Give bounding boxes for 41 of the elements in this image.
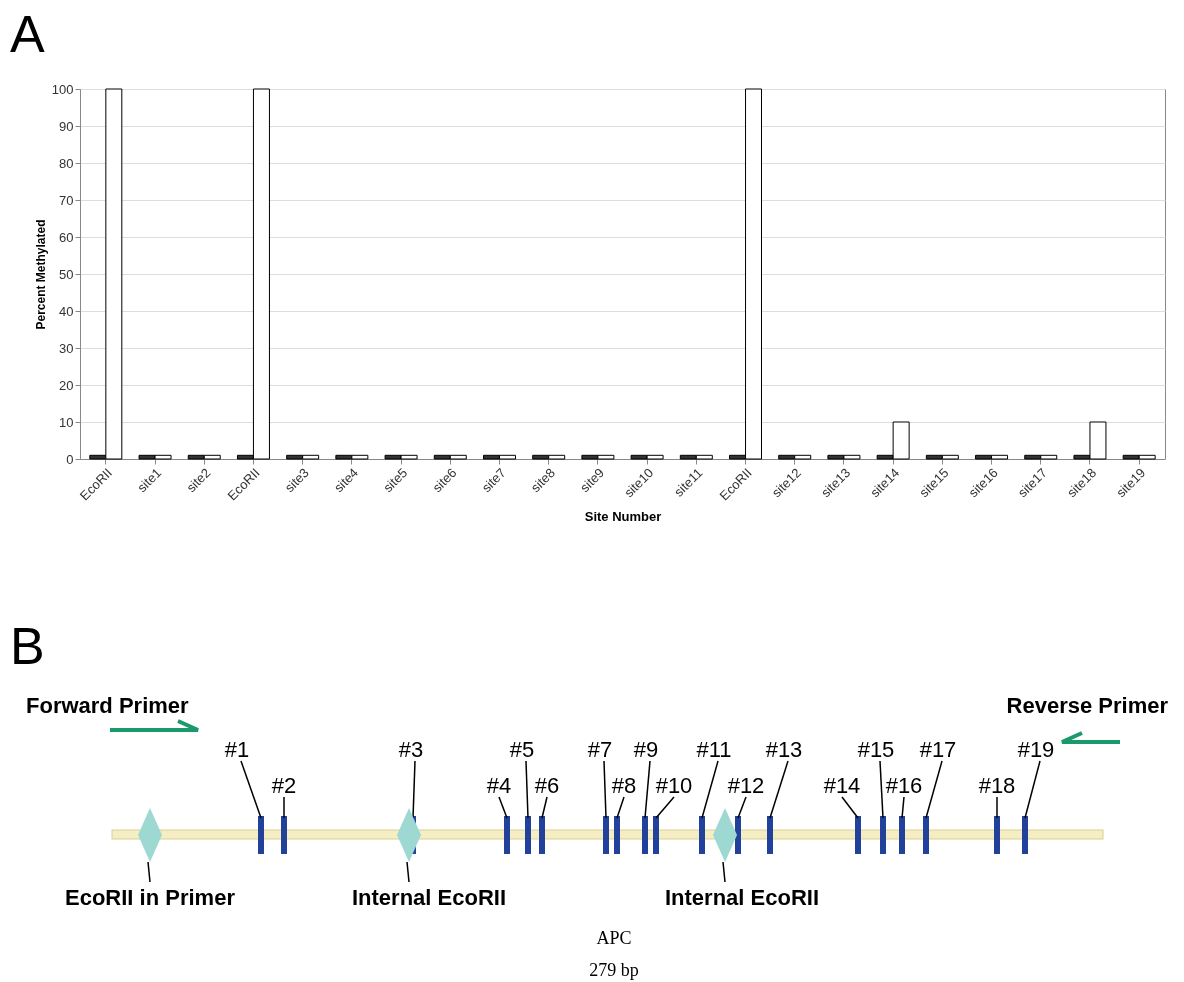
text: #19 [1017, 737, 1055, 762]
text: #9 [633, 737, 659, 762]
y-tick-label: 90 [59, 118, 74, 134]
text: #13 [765, 737, 803, 762]
text: #12 [727, 773, 765, 798]
text: Reverse Primer [1006, 693, 1169, 718]
y-tick-label: 100 [51, 81, 74, 97]
y-axis-title: Percent Methylated [33, 219, 48, 330]
text: APC [596, 928, 632, 948]
text: Internal EcoRII [351, 885, 507, 910]
y-tick-label: 50 [59, 266, 74, 282]
text: 279 bp [589, 960, 639, 980]
y-tick-label: 10 [59, 414, 74, 430]
y-tick-label: 30 [59, 340, 74, 356]
y-tick-label: 80 [59, 155, 74, 171]
text: #16 [885, 773, 923, 798]
y-tick-label: 20 [59, 377, 74, 393]
text: #5 [509, 737, 535, 762]
text: EcoRII in Primer [65, 885, 236, 910]
text: B [10, 617, 45, 675]
y-tick-label: 70 [59, 192, 74, 208]
text: #11 [696, 737, 732, 762]
text: Internal EcoRII [664, 885, 820, 910]
text: #1 [224, 737, 250, 762]
text: #3 [398, 737, 424, 762]
text: #7 [587, 737, 613, 762]
y-tick-label: 40 [59, 303, 74, 319]
text: #10 [655, 773, 693, 798]
text: #15 [857, 737, 895, 762]
y-tick-label: 0 [66, 451, 74, 467]
y-tick-label: 60 [59, 229, 74, 245]
text: #8 [611, 773, 637, 798]
text: #18 [978, 773, 1016, 798]
text: #2 [271, 773, 297, 798]
chart-title: A [10, 5, 45, 63]
text: Forward Primer [26, 693, 190, 718]
text: #14 [823, 773, 861, 798]
text: #4 [486, 773, 512, 798]
text: #17 [919, 737, 957, 762]
x-axis-title: Site Number [584, 509, 662, 525]
text: #6 [534, 773, 560, 798]
